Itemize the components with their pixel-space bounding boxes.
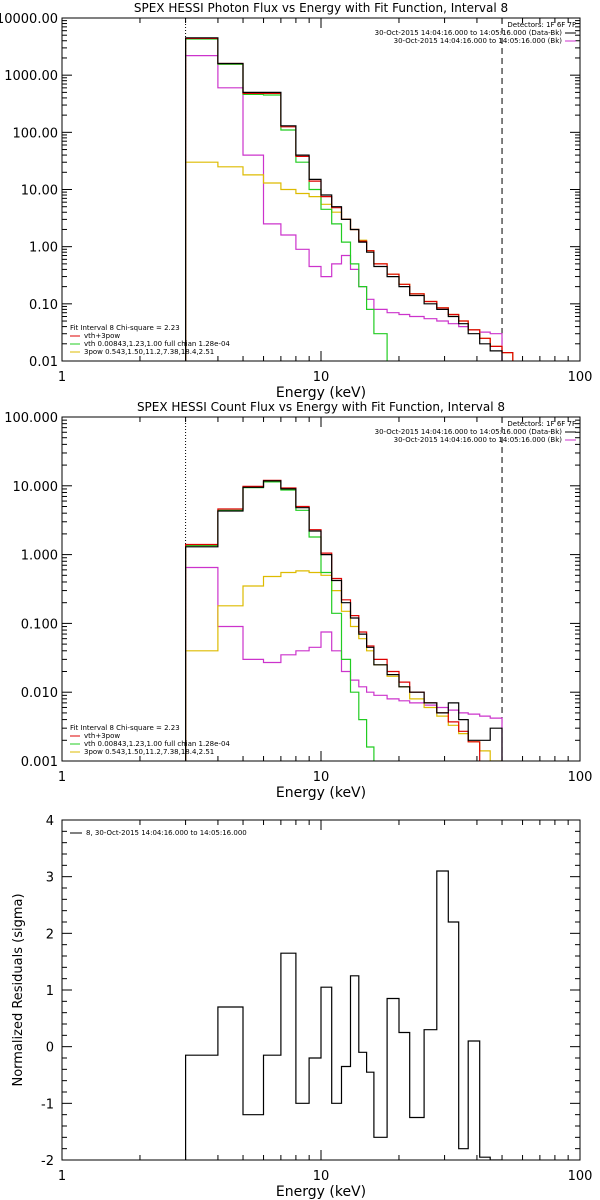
y-tick-label: -2 <box>41 1154 54 1169</box>
legend-entry: 30-Oct-2015 14:04:16.000 to 14:05:16.000… <box>375 29 563 37</box>
series-data-bk <box>185 480 503 761</box>
y-tick-label: 1 <box>46 984 54 999</box>
legend-header: Detectors: 1F 6F 7F <box>507 420 576 428</box>
chart-panel-2: SPEX HESSI Count Flux vs Energy with Fit… <box>4 400 592 801</box>
legend-entry: vth+3pow <box>84 732 120 740</box>
x-tick-label: 10 <box>313 1169 330 1184</box>
legend-entry: 30-Oct-2015 14:04:16.000 to 14:05:16.000… <box>375 428 563 436</box>
legend-entry: vth 0.00843,1.23,1.00 full chian 1.28e-0… <box>84 340 230 348</box>
y-tick-label: 0.010 <box>21 686 58 701</box>
plot-area <box>185 18 514 361</box>
legend-entry: vth+3pow <box>84 332 120 340</box>
y-tick-label: 1000.00 <box>4 69 58 84</box>
legend-bottom: Fit Interval 8 Chi-square = 2.23vth+3pow… <box>70 324 230 356</box>
plot-area <box>185 870 503 1160</box>
y-tick-label: 0.01 <box>29 355 58 370</box>
x-tick-label: 100 <box>568 1169 593 1184</box>
plot-area <box>185 417 503 761</box>
y-tick-label: 0.001 <box>21 755 58 770</box>
x-axis-label: Energy (keV) <box>276 385 366 401</box>
x-tick-label: 10 <box>313 770 330 785</box>
y-tick-label: 10.00 <box>21 184 58 199</box>
x-axis-label: Energy (keV) <box>276 1184 366 1200</box>
legend-header: Detectors: 1F 6F 7F <box>507 21 576 29</box>
y-tick-label: 0.10 <box>29 298 58 313</box>
chart-title: SPEX HESSI Count Flux vs Energy with Fit… <box>137 400 505 414</box>
x-tick-label: 1 <box>58 1169 66 1184</box>
y-tick-label: 0 <box>46 1041 54 1056</box>
legend-entry: 3pow 0.543,1.50,11.2,7.38,18.4,2.51 <box>84 748 214 756</box>
y-tick-label: -1 <box>41 1097 54 1112</box>
y-tick-label: 2 <box>46 927 54 942</box>
y-tick-label: 4 <box>46 814 54 829</box>
chart-panel-1: SPEX HESSI Photon Flux vs Energy with Fi… <box>0 1 592 401</box>
y-tick-label: 10.000 <box>13 480 59 495</box>
plot-frame <box>61 416 581 762</box>
series-bk <box>185 55 503 361</box>
x-tick-label: 10 <box>313 370 330 385</box>
y-tick-label: 0.100 <box>21 617 58 632</box>
y-tick-label: 1.000 <box>21 549 58 564</box>
y-tick-label: 1.00 <box>29 241 58 256</box>
legend-header: Fit Interval 8 Chi-square = 2.23 <box>70 324 180 332</box>
legend-entry: 30-Oct-2015 14:04:16.000 to 14:05:16.000… <box>394 37 563 45</box>
legend-entry: 3pow 0.543,1.50,11.2,7.38,18.4,2.51 <box>84 348 214 356</box>
x-tick-label: 1 <box>58 770 66 785</box>
y-axis-label: Normalized Residuals (sigma) <box>11 893 26 1086</box>
y-tick-label: 10000.00 <box>0 12 58 27</box>
y-tick-label: 100.000 <box>4 411 58 426</box>
y-tick-label: 3 <box>46 871 54 886</box>
series-vth <box>185 481 375 761</box>
legend-bottom: Fit Interval 8 Chi-square = 2.23vth+3pow… <box>70 724 230 756</box>
series-vth <box>185 38 388 361</box>
x-tick-label: 1 <box>58 370 66 385</box>
legend-entry: 8, 30-Oct-2015 14:04:16.000 to 14:05:16.… <box>86 829 247 837</box>
legend-header: Fit Interval 8 Chi-square = 2.23 <box>70 724 180 732</box>
legend-entry: 30-Oct-2015 14:04:16.000 to 14:05:16.000… <box>394 436 563 444</box>
series-vth-3pow <box>185 37 514 361</box>
chart-title: SPEX HESSI Photon Flux vs Energy with Fi… <box>134 1 508 15</box>
x-tick-label: 100 <box>568 770 593 785</box>
x-tick-label: 100 <box>568 370 593 385</box>
series-3pow <box>185 161 514 361</box>
plot-frame <box>61 17 581 362</box>
y-tick-label: 100.00 <box>13 126 59 141</box>
legend-entry: vth 0.00843,1.23,1.00 full chian 1.28e-0… <box>84 740 230 748</box>
series-data-bk <box>185 37 503 361</box>
series-8-30-oct-2015-14-04-16-000-to-14-05-16-000 <box>185 870 503 1160</box>
plot-frame <box>61 819 581 1161</box>
series-vth-3pow <box>185 479 481 761</box>
x-axis-label: Energy (keV) <box>276 785 366 801</box>
legend-top: 8, 30-Oct-2015 14:04:16.000 to 14:05:16.… <box>70 829 247 837</box>
